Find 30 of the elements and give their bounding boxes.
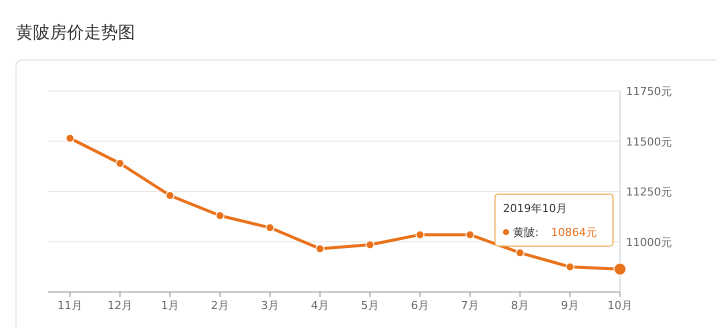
annotation: 2019年10月 xyxy=(503,202,567,216)
y-tick-label: 11000元 xyxy=(626,236,672,249)
point xyxy=(566,262,574,272)
x-tick-label: 7月 xyxy=(461,299,479,312)
x-tick-label: 2月 xyxy=(211,299,229,312)
point xyxy=(316,244,324,254)
x-tick-label: 4月 xyxy=(311,299,329,312)
x-tick-label: 10月 xyxy=(608,299,632,312)
y-tick-label: 11250元 xyxy=(626,186,672,198)
point xyxy=(516,248,524,258)
x-tick-label: 11月 xyxy=(58,299,82,312)
y-tick-label: 11500元 xyxy=(626,135,672,148)
point xyxy=(216,211,224,220)
chart-title: 黄陂房价走势图 xyxy=(16,23,135,43)
x-tick-label: 3月 xyxy=(261,299,279,312)
annotation: 10864元 xyxy=(551,226,597,240)
legend-label: 黄陂: xyxy=(513,226,539,240)
point xyxy=(416,230,424,240)
point xyxy=(466,230,474,240)
x-tick-label: 1月 xyxy=(161,299,179,312)
y-tick-label: 11750元 xyxy=(626,85,672,98)
point xyxy=(366,240,374,250)
point xyxy=(66,134,74,143)
x-tick-label: 5月 xyxy=(361,299,379,312)
x-tick-label: 9月 xyxy=(561,299,579,312)
x-tick-label: 8月 xyxy=(511,299,529,312)
point xyxy=(116,158,124,168)
x-tick-label: 6月 xyxy=(411,299,429,312)
point xyxy=(266,223,274,232)
x-tick-label: 12月 xyxy=(108,299,132,312)
